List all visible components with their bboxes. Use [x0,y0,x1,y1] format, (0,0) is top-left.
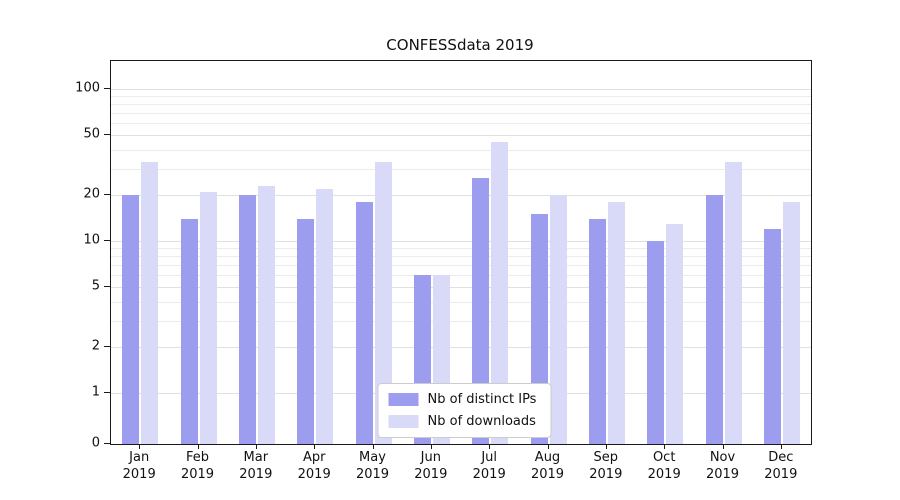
bar-downloads [607,202,625,444]
y-tick-mark [104,443,110,444]
bar-distinct-ips [472,177,490,444]
gridline [111,122,811,124]
gridline [111,286,811,288]
y-tick-mark [104,194,110,196]
gridline [111,89,811,90]
legend-label-downloads: Nb of downloads [427,414,536,429]
gridline [111,112,811,114]
bar-distinct-ips [588,218,606,444]
x-tick-label: May 2019 [355,450,390,482]
x-tick-mark [139,444,141,449]
legend-item-distinct-ips: Nb of distinct IPs [388,392,537,407]
x-tick-label: Jun 2019 [414,450,448,482]
x-tick-label: Aug 2019 [530,450,565,482]
bar-distinct-ips [355,202,373,444]
y-tick-mark [104,392,110,393]
y-tick-mark [104,346,110,348]
bar-distinct-ips [238,195,256,444]
gridline [111,320,811,322]
gridline [111,134,811,136]
bar-downloads [141,162,159,444]
bar-distinct-ips [180,218,198,444]
x-tick-label: Feb 2019 [180,450,215,482]
plot-area: Nb of distinct IPs Nb of downloads [110,60,812,445]
bar-distinct-ips [297,218,315,444]
y-tick-label: 100 [75,80,100,96]
x-tick-mark [722,444,724,449]
y-tick-label: 20 [83,186,100,202]
bar-downloads [782,202,800,444]
y-tick-mark [104,133,110,135]
x-tick-label: Mar 2019 [239,450,273,482]
gridline [111,168,811,170]
bar-downloads [257,186,275,444]
x-tick-label: Apr 2019 [297,450,331,482]
bar-downloads [724,162,742,444]
y-tick-mark [104,240,110,241]
bar-downloads [549,195,567,444]
gridline [111,149,811,151]
x-tick-label: Dec 2019 [764,450,798,482]
legend-item-downloads: Nb of downloads [388,414,537,429]
bar-distinct-ips [763,229,781,444]
x-tick-mark [255,444,257,449]
legend-label-distinct-ips: Nb of distinct IPs [427,392,537,407]
legend-swatch-downloads [388,415,419,428]
x-tick-mark [197,444,199,449]
x-tick-mark [547,444,549,449]
x-tick-mark [489,444,491,449]
gridline [111,103,811,105]
bar-distinct-ips [122,195,140,444]
gridline [111,264,811,266]
x-tick-mark [314,444,316,449]
bar-downloads [666,223,684,444]
x-tick-label: Sep 2019 [589,450,623,482]
y-tick-label: 0 [91,435,100,451]
gridline [111,241,811,242]
gridline [111,195,811,197]
x-tick-mark [664,444,666,449]
gridline [111,255,811,257]
bar-downloads [374,162,392,444]
bar-downloads [316,189,334,444]
y-tick-label: 2 [91,338,100,354]
y-tick-label: 5 [91,278,100,294]
bar-distinct-ips [647,241,665,444]
y-tick-label: 1 [91,384,100,400]
y-tick-label: 10 [83,232,100,248]
x-tick-mark [372,444,374,449]
gridline [111,301,811,303]
x-tick-mark [780,444,782,449]
legend: Nb of distinct IPs Nb of downloads [377,383,552,438]
x-tick-label: Jul 2019 [472,450,506,482]
x-tick-label: Jan 2019 [122,450,156,482]
y-tick-label: 50 [83,126,100,142]
gridline [111,96,811,97]
x-tick-label: Oct 2019 [647,450,681,482]
y-tick-mark [104,285,110,287]
gridline [111,248,811,249]
x-tick-mark [430,444,432,449]
gridline [111,274,811,276]
x-tick-label: Nov 2019 [705,450,740,482]
gridline [111,347,811,349]
bar-downloads [491,141,509,444]
bar-distinct-ips [705,195,723,444]
y-tick-mark [104,88,110,89]
chart-title: CONFESSdata 2019 [386,36,534,54]
legend-swatch-distinct-ips [388,393,419,406]
bar-downloads [199,192,217,444]
x-tick-mark [605,444,607,449]
